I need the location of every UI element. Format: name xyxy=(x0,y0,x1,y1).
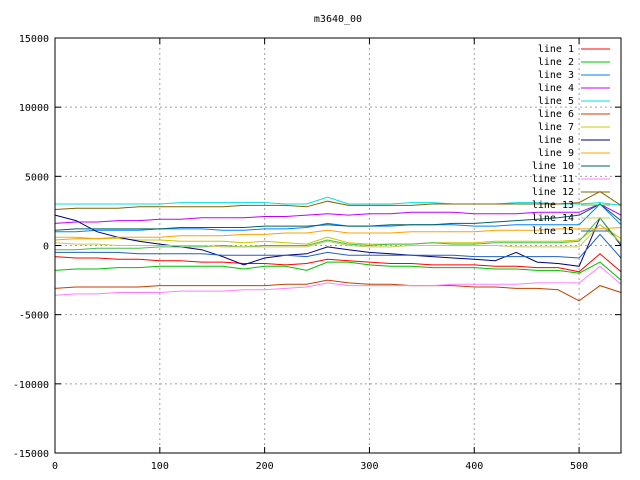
series-line-7 xyxy=(55,224,622,245)
series-line-10 xyxy=(54,203,622,231)
series-line-1 xyxy=(54,253,622,273)
grid xyxy=(55,38,621,453)
legend-label-10: line 10 xyxy=(532,161,574,172)
x-tick-label: 0 xyxy=(52,461,58,472)
series-line-14 xyxy=(54,224,622,248)
series-line-8 xyxy=(54,214,622,267)
legend: line 1 line 2 line 3 line 4 line 5 line 6 line… xyxy=(532,44,610,237)
x-tick-label: 100 xyxy=(151,461,169,472)
x-tick-label: 200 xyxy=(256,461,274,472)
y-tick-label: -15000 xyxy=(13,449,49,460)
series-line-2 xyxy=(54,261,622,281)
axis-ticks: 0 100 200 300 400 500 -15000 -10000 -5000 0 5000 10… xyxy=(13,34,621,472)
legend-label-12: line 12 xyxy=(532,187,574,198)
legend-label-5: line 5 xyxy=(538,96,574,107)
series-line-6 xyxy=(54,279,622,302)
series-line-15 xyxy=(55,233,622,259)
y-tick-label: 15000 xyxy=(19,34,49,45)
legend-label-1: line 1 xyxy=(538,44,574,55)
y-tick-label: 5000 xyxy=(25,172,49,183)
series-line-5 xyxy=(55,196,622,206)
series-lines xyxy=(54,191,622,302)
y-tick-label: 10000 xyxy=(19,103,49,114)
legend-label-8: line 8 xyxy=(538,135,574,146)
series-line-11 xyxy=(54,265,622,296)
series-line-9 xyxy=(54,227,622,241)
series-line-3 xyxy=(55,203,622,233)
legend-label-14: line 14 xyxy=(532,213,574,224)
y-tick-label: -10000 xyxy=(13,380,49,391)
series-line-4 xyxy=(54,203,622,224)
series-line-13 xyxy=(55,217,622,251)
legend-label-6: line 6 xyxy=(538,109,574,120)
legend-label-15: line 15 xyxy=(532,226,574,237)
legend-label-9: line 9 xyxy=(538,148,574,159)
legend-label-11: line 11 xyxy=(532,174,574,185)
x-tick-label: 500 xyxy=(570,461,588,472)
chart-title: m3640_00 xyxy=(314,14,362,25)
x-tick-label: 300 xyxy=(360,461,378,472)
legend-label-7: line 7 xyxy=(538,122,574,133)
series-line-12 xyxy=(54,191,622,210)
y-tick-label: 0 xyxy=(43,242,49,253)
y-tick-label: -5000 xyxy=(19,311,49,322)
x-tick-label: 400 xyxy=(465,461,483,472)
legend-label-4: line 4 xyxy=(538,83,574,94)
legend-label-2: line 2 xyxy=(538,57,574,68)
legend-label-3: line 3 xyxy=(538,70,574,81)
legend-label-13: line 13 xyxy=(532,200,574,211)
